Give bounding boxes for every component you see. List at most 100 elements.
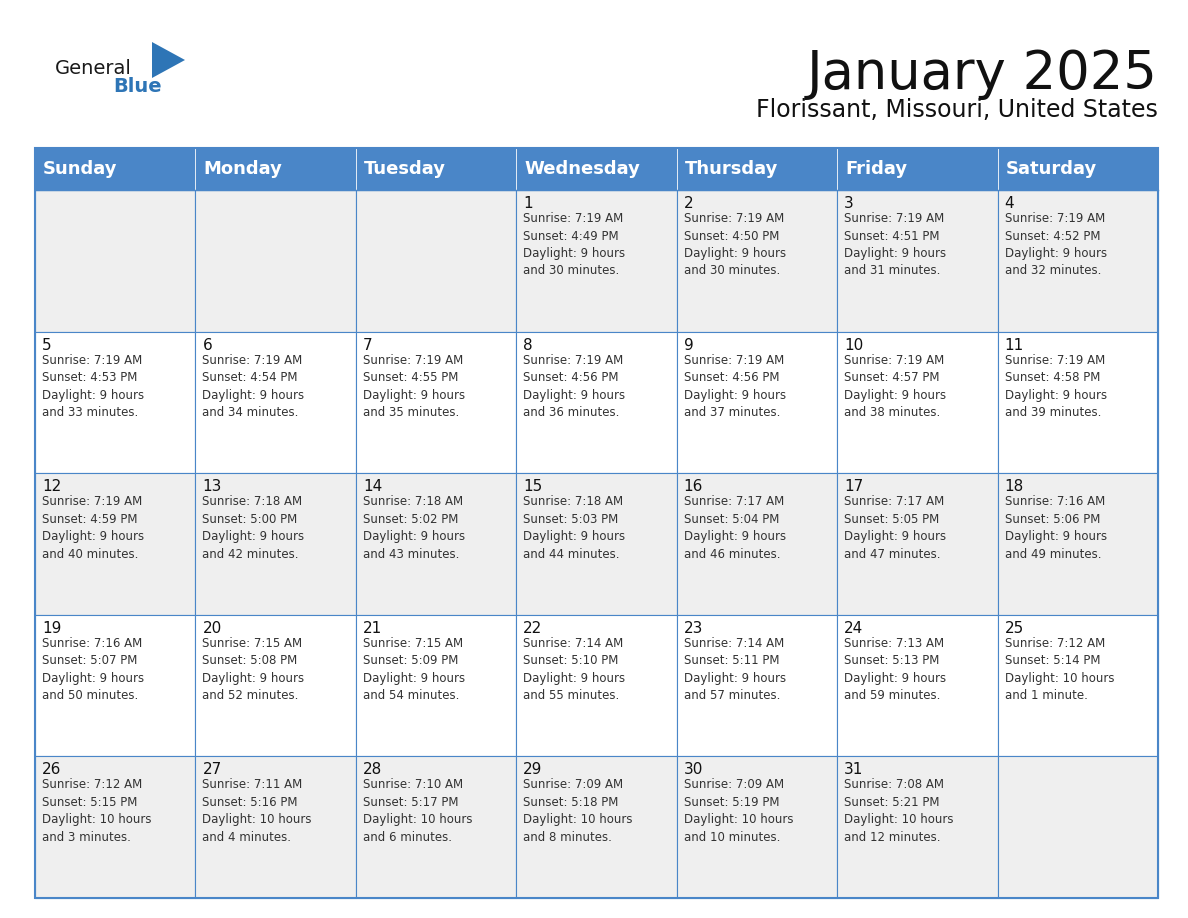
Bar xyxy=(677,473,838,615)
Text: Sunrise: 7:16 AM
Sunset: 5:06 PM
Daylight: 9 hours
and 49 minutes.: Sunrise: 7:16 AM Sunset: 5:06 PM Dayligh… xyxy=(1005,495,1107,561)
Bar xyxy=(998,756,1158,898)
Bar xyxy=(356,615,517,756)
Bar xyxy=(677,190,838,331)
Text: General: General xyxy=(55,59,132,78)
Text: Sunrise: 7:17 AM
Sunset: 5:05 PM
Daylight: 9 hours
and 47 minutes.: Sunrise: 7:17 AM Sunset: 5:05 PM Dayligh… xyxy=(845,495,947,561)
Text: Sunrise: 7:19 AM
Sunset: 4:56 PM
Daylight: 9 hours
and 36 minutes.: Sunrise: 7:19 AM Sunset: 4:56 PM Dayligh… xyxy=(523,353,625,420)
Text: 5: 5 xyxy=(42,338,51,353)
Text: Friday: Friday xyxy=(845,160,908,178)
Text: 25: 25 xyxy=(1005,621,1024,636)
Text: Sunrise: 7:14 AM
Sunset: 5:11 PM
Daylight: 9 hours
and 57 minutes.: Sunrise: 7:14 AM Sunset: 5:11 PM Dayligh… xyxy=(684,637,785,702)
Bar xyxy=(677,331,838,473)
Bar xyxy=(196,756,356,898)
Text: January 2025: January 2025 xyxy=(807,48,1158,100)
Text: 3: 3 xyxy=(845,196,854,211)
Text: Blue: Blue xyxy=(113,77,162,96)
Text: 20: 20 xyxy=(202,621,222,636)
Text: 13: 13 xyxy=(202,479,222,494)
Bar xyxy=(34,615,196,756)
Text: Sunrise: 7:17 AM
Sunset: 5:04 PM
Daylight: 9 hours
and 46 minutes.: Sunrise: 7:17 AM Sunset: 5:04 PM Dayligh… xyxy=(684,495,785,561)
Bar xyxy=(838,615,998,756)
Text: 10: 10 xyxy=(845,338,864,353)
Bar xyxy=(998,615,1158,756)
Text: Sunrise: 7:19 AM
Sunset: 4:59 PM
Daylight: 9 hours
and 40 minutes.: Sunrise: 7:19 AM Sunset: 4:59 PM Dayligh… xyxy=(42,495,144,561)
Text: Sunrise: 7:18 AM
Sunset: 5:02 PM
Daylight: 9 hours
and 43 minutes.: Sunrise: 7:18 AM Sunset: 5:02 PM Dayligh… xyxy=(362,495,465,561)
Bar xyxy=(34,756,196,898)
Text: Thursday: Thursday xyxy=(684,160,778,178)
Text: 23: 23 xyxy=(684,621,703,636)
Text: 7: 7 xyxy=(362,338,373,353)
Bar xyxy=(196,148,356,190)
Text: Sunday: Sunday xyxy=(43,160,118,178)
Text: Saturday: Saturday xyxy=(1005,160,1097,178)
Bar xyxy=(34,190,196,331)
Bar xyxy=(34,473,196,615)
Bar xyxy=(838,331,998,473)
Text: 29: 29 xyxy=(523,763,543,778)
Text: Florissant, Missouri, United States: Florissant, Missouri, United States xyxy=(756,98,1158,122)
Bar xyxy=(838,190,998,331)
Bar xyxy=(196,615,356,756)
Bar xyxy=(517,473,677,615)
Text: Sunrise: 7:19 AM
Sunset: 4:50 PM
Daylight: 9 hours
and 30 minutes.: Sunrise: 7:19 AM Sunset: 4:50 PM Dayligh… xyxy=(684,212,785,277)
Text: 24: 24 xyxy=(845,621,864,636)
Bar xyxy=(677,756,838,898)
Bar xyxy=(196,473,356,615)
Text: Wednesday: Wednesday xyxy=(524,160,640,178)
Bar xyxy=(517,190,677,331)
Bar xyxy=(356,190,517,331)
Bar xyxy=(34,148,1158,898)
Bar xyxy=(838,473,998,615)
Text: 14: 14 xyxy=(362,479,383,494)
Text: 19: 19 xyxy=(42,621,62,636)
Text: 2: 2 xyxy=(684,196,694,211)
Text: Sunrise: 7:18 AM
Sunset: 5:03 PM
Daylight: 9 hours
and 44 minutes.: Sunrise: 7:18 AM Sunset: 5:03 PM Dayligh… xyxy=(523,495,625,561)
Text: 22: 22 xyxy=(523,621,543,636)
Text: 8: 8 xyxy=(523,338,533,353)
Text: Sunrise: 7:19 AM
Sunset: 4:49 PM
Daylight: 9 hours
and 30 minutes.: Sunrise: 7:19 AM Sunset: 4:49 PM Dayligh… xyxy=(523,212,625,277)
Text: Sunrise: 7:13 AM
Sunset: 5:13 PM
Daylight: 9 hours
and 59 minutes.: Sunrise: 7:13 AM Sunset: 5:13 PM Dayligh… xyxy=(845,637,947,702)
Bar xyxy=(677,615,838,756)
Text: Sunrise: 7:11 AM
Sunset: 5:16 PM
Daylight: 10 hours
and 4 minutes.: Sunrise: 7:11 AM Sunset: 5:16 PM Dayligh… xyxy=(202,778,312,844)
Text: Sunrise: 7:19 AM
Sunset: 4:58 PM
Daylight: 9 hours
and 39 minutes.: Sunrise: 7:19 AM Sunset: 4:58 PM Dayligh… xyxy=(1005,353,1107,420)
Bar xyxy=(517,148,677,190)
Text: Sunrise: 7:19 AM
Sunset: 4:51 PM
Daylight: 9 hours
and 31 minutes.: Sunrise: 7:19 AM Sunset: 4:51 PM Dayligh… xyxy=(845,212,947,277)
Text: Tuesday: Tuesday xyxy=(364,160,446,178)
Text: Sunrise: 7:15 AM
Sunset: 5:09 PM
Daylight: 9 hours
and 54 minutes.: Sunrise: 7:15 AM Sunset: 5:09 PM Dayligh… xyxy=(362,637,465,702)
Bar xyxy=(356,331,517,473)
Text: 16: 16 xyxy=(684,479,703,494)
Text: 17: 17 xyxy=(845,479,864,494)
Text: Sunrise: 7:10 AM
Sunset: 5:17 PM
Daylight: 10 hours
and 6 minutes.: Sunrise: 7:10 AM Sunset: 5:17 PM Dayligh… xyxy=(362,778,473,844)
Text: Sunrise: 7:08 AM
Sunset: 5:21 PM
Daylight: 10 hours
and 12 minutes.: Sunrise: 7:08 AM Sunset: 5:21 PM Dayligh… xyxy=(845,778,954,844)
Text: 27: 27 xyxy=(202,763,222,778)
Bar xyxy=(838,148,998,190)
Text: 4: 4 xyxy=(1005,196,1015,211)
Bar xyxy=(998,331,1158,473)
Bar xyxy=(356,473,517,615)
Text: Sunrise: 7:19 AM
Sunset: 4:55 PM
Daylight: 9 hours
and 35 minutes.: Sunrise: 7:19 AM Sunset: 4:55 PM Dayligh… xyxy=(362,353,465,420)
Bar xyxy=(196,331,356,473)
Bar xyxy=(34,148,196,190)
Text: Sunrise: 7:09 AM
Sunset: 5:18 PM
Daylight: 10 hours
and 8 minutes.: Sunrise: 7:09 AM Sunset: 5:18 PM Dayligh… xyxy=(523,778,633,844)
Text: Sunrise: 7:19 AM
Sunset: 4:54 PM
Daylight: 9 hours
and 34 minutes.: Sunrise: 7:19 AM Sunset: 4:54 PM Dayligh… xyxy=(202,353,304,420)
Text: Sunrise: 7:14 AM
Sunset: 5:10 PM
Daylight: 9 hours
and 55 minutes.: Sunrise: 7:14 AM Sunset: 5:10 PM Dayligh… xyxy=(523,637,625,702)
Text: Sunrise: 7:09 AM
Sunset: 5:19 PM
Daylight: 10 hours
and 10 minutes.: Sunrise: 7:09 AM Sunset: 5:19 PM Dayligh… xyxy=(684,778,794,844)
Text: Sunrise: 7:15 AM
Sunset: 5:08 PM
Daylight: 9 hours
and 52 minutes.: Sunrise: 7:15 AM Sunset: 5:08 PM Dayligh… xyxy=(202,637,304,702)
Bar xyxy=(356,148,517,190)
Bar xyxy=(998,473,1158,615)
Bar xyxy=(196,190,356,331)
Bar xyxy=(677,148,838,190)
Text: 9: 9 xyxy=(684,338,694,353)
Text: 12: 12 xyxy=(42,479,62,494)
Polygon shape xyxy=(152,42,185,78)
Text: Sunrise: 7:12 AM
Sunset: 5:14 PM
Daylight: 10 hours
and 1 minute.: Sunrise: 7:12 AM Sunset: 5:14 PM Dayligh… xyxy=(1005,637,1114,702)
Text: Sunrise: 7:12 AM
Sunset: 5:15 PM
Daylight: 10 hours
and 3 minutes.: Sunrise: 7:12 AM Sunset: 5:15 PM Dayligh… xyxy=(42,778,152,844)
Bar xyxy=(838,756,998,898)
Text: 11: 11 xyxy=(1005,338,1024,353)
Bar xyxy=(356,756,517,898)
Text: 18: 18 xyxy=(1005,479,1024,494)
Text: Sunrise: 7:19 AM
Sunset: 4:53 PM
Daylight: 9 hours
and 33 minutes.: Sunrise: 7:19 AM Sunset: 4:53 PM Dayligh… xyxy=(42,353,144,420)
Text: Sunrise: 7:18 AM
Sunset: 5:00 PM
Daylight: 9 hours
and 42 minutes.: Sunrise: 7:18 AM Sunset: 5:00 PM Dayligh… xyxy=(202,495,304,561)
Bar xyxy=(998,148,1158,190)
Text: Sunrise: 7:16 AM
Sunset: 5:07 PM
Daylight: 9 hours
and 50 minutes.: Sunrise: 7:16 AM Sunset: 5:07 PM Dayligh… xyxy=(42,637,144,702)
